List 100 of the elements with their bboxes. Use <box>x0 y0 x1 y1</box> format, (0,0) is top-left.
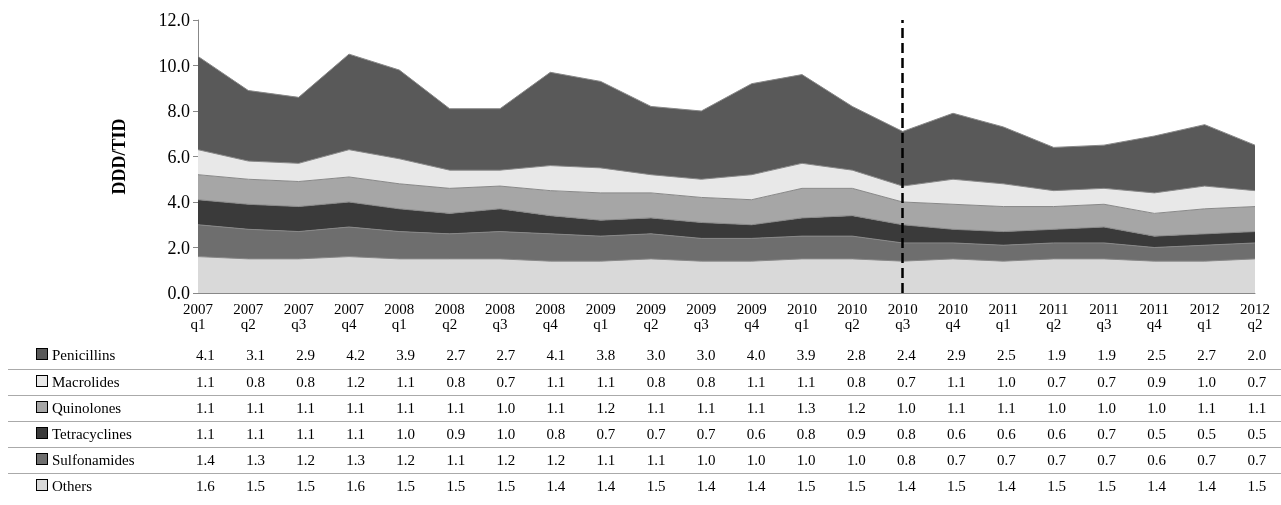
data-label: 0.7 <box>695 424 717 444</box>
data-label: 1.4 <box>695 476 717 496</box>
data-label: 4.1 <box>195 346 216 366</box>
data-label: 2.5 <box>996 346 1017 366</box>
data-label: 1.5 <box>946 476 967 496</box>
data-label: 1.0 <box>1196 372 1218 392</box>
data-label: 1.6 <box>195 476 216 496</box>
data-label: 1.0 <box>896 398 917 418</box>
data-label: 0.7 <box>996 450 1017 470</box>
legend-label: Macrolides <box>51 372 121 392</box>
x-tick-label: 2010 q4 <box>938 300 968 332</box>
x-tick-label: 2007 q4 <box>334 300 365 332</box>
data-label: 1.0 <box>845 450 867 470</box>
x-tick-label: 2007 q1 <box>183 300 214 332</box>
data-label: 1.1 <box>595 372 617 392</box>
legend-label: Quinolones <box>51 398 123 418</box>
y-axis-title: DDD/TID <box>109 118 129 195</box>
y-tick-label: 4.0 <box>167 192 190 212</box>
data-label: 0.9 <box>445 424 467 444</box>
data-label: 1.5 <box>1246 476 1268 496</box>
data-label: 1.1 <box>195 398 216 418</box>
data-label: 2.7 <box>495 346 517 366</box>
data-label: 1.1 <box>946 372 967 392</box>
data-label: 1.1 <box>745 372 767 392</box>
x-tick-label: 2009 q3 <box>686 300 717 332</box>
x-tick-label: 2009 q2 <box>636 300 666 332</box>
data-label: 1.0 <box>745 450 767 470</box>
data-label: 1.5 <box>495 476 517 496</box>
data-label: 3.0 <box>645 346 667 366</box>
data-label: 1.1 <box>996 398 1017 418</box>
data-label: 0.7 <box>1246 372 1268 392</box>
y-tick-label: 6.0 <box>167 146 190 167</box>
data-label: 1.1 <box>445 450 467 470</box>
data-label: 0.8 <box>795 424 817 444</box>
data-label: 1.4 <box>896 476 917 496</box>
data-label: 1.1 <box>795 372 817 392</box>
data-label: 1.5 <box>395 476 417 496</box>
data-label: 1.5 <box>445 476 467 496</box>
data-label: 1.4 <box>545 476 567 496</box>
data-label: 4.1 <box>545 346 567 366</box>
legend-label: Others <box>51 476 93 496</box>
x-tick-label: 2009 q1 <box>585 300 616 332</box>
data-label: 1.1 <box>545 372 567 392</box>
data-label: 1.4 <box>1196 476 1218 496</box>
legend-label: Sulfonamides <box>51 450 136 470</box>
data-label: 0.6 <box>1046 424 1067 444</box>
y-tick-label: 2.0 <box>167 237 190 258</box>
data-label: 4.0 <box>745 346 767 366</box>
data-label: 1.1 <box>195 424 216 444</box>
data-label: 0.8 <box>896 424 917 444</box>
data-label: 1.9 <box>1046 346 1067 366</box>
legend-label: Tetracyclines <box>51 424 133 444</box>
data-label: 1.4 <box>745 476 767 496</box>
x-tick-label: 2010 q2 <box>837 300 868 332</box>
data-label: 0.8 <box>645 372 667 392</box>
data-label: 3.8 <box>595 346 617 366</box>
data-label: 1.0 <box>495 424 517 444</box>
data-label: 1.1 <box>395 398 417 418</box>
x-tick-label: 2008 q2 <box>434 300 465 332</box>
data-label: 1.1 <box>245 398 266 418</box>
data-label: 3.9 <box>795 346 817 366</box>
data-label: 1.1 <box>545 398 567 418</box>
data-label: 0.7 <box>645 424 667 444</box>
data-label: 0.7 <box>1246 450 1268 470</box>
data-label: 0.6 <box>745 424 767 444</box>
data-label: 0.5 <box>1146 424 1168 444</box>
x-tick-label: 2007 q2 <box>233 300 264 332</box>
data-label: 1.1 <box>295 398 316 418</box>
data-label: 0.5 <box>1246 424 1268 444</box>
data-label: 1.1 <box>1196 398 1218 418</box>
data-label: 0.7 <box>1096 450 1117 470</box>
data-label: 1.6 <box>345 476 367 496</box>
data-label: 1.1 <box>595 450 617 470</box>
data-label: 1.4 <box>595 476 617 496</box>
data-label: 0.7 <box>1096 424 1117 444</box>
data-label: 0.7 <box>495 372 517 392</box>
data-label: 1.5 <box>645 476 667 496</box>
data-label: 0.7 <box>1196 450 1218 470</box>
data-label: 1.1 <box>745 398 767 418</box>
data-label: 1.1 <box>295 424 316 444</box>
data-label: 2.7 <box>1196 346 1218 366</box>
x-tick-label: 2008 q3 <box>485 300 515 332</box>
data-label: 1.0 <box>395 424 417 444</box>
data-label: 1.2 <box>295 450 316 470</box>
data-label: 2.9 <box>295 346 316 366</box>
data-label: 1.0 <box>695 450 717 470</box>
data-label: 1.1 <box>345 398 367 418</box>
x-tick-label: 2011 q4 <box>1139 300 1170 332</box>
data-label: 0.7 <box>1046 372 1067 392</box>
data-label: 1.2 <box>495 450 517 470</box>
data-label: 1.1 <box>695 398 717 418</box>
data-label: 0.8 <box>245 372 266 392</box>
y-tick-label: 12.0 <box>158 10 190 30</box>
data-label: 0.7 <box>946 450 967 470</box>
data-label: 1.5 <box>845 476 867 496</box>
x-tick-label: 2012 q1 <box>1189 300 1220 332</box>
x-tick-label: 2010 q1 <box>787 300 817 332</box>
data-label: 2.4 <box>896 346 917 366</box>
data-label: 2.5 <box>1146 346 1168 366</box>
data-label: 0.9 <box>845 424 867 444</box>
